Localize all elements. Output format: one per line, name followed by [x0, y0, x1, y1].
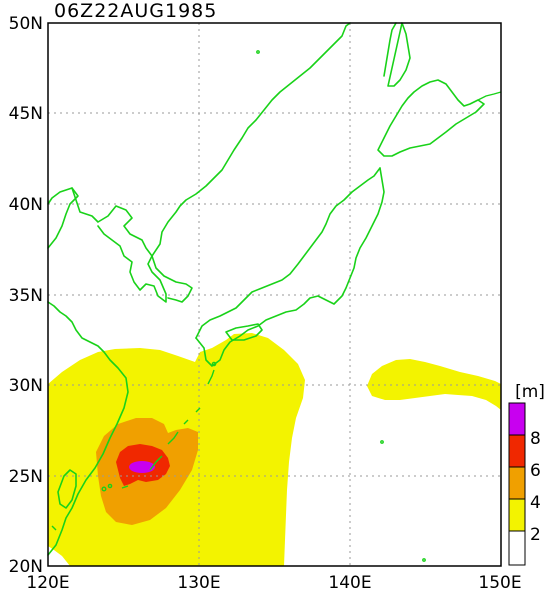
legend-swatch-4-6 — [508, 466, 526, 500]
lat-label: 25N — [9, 467, 43, 487]
legend-swatch-6-8 — [508, 434, 526, 468]
taiwan-coast — [57, 469, 77, 509]
sakhalin-coast — [383, 22, 411, 87]
lat-label: 35N — [9, 286, 43, 306]
japan-honshu-coast — [195, 167, 381, 339]
korea-coast — [151, 22, 351, 257]
legend-swatch-2-4 — [508, 498, 526, 532]
legend-unit: [m] — [515, 382, 545, 402]
contour-8m — [129, 461, 155, 473]
color-legend: [m] 2 4 6 8 — [508, 382, 545, 566]
lat-label: 50N — [9, 14, 43, 34]
map-title: 06Z22AUG1985 — [54, 0, 217, 22]
legend-level: 2 — [530, 525, 541, 545]
wave-height-contours — [48, 333, 501, 566]
asian-mainland-coast — [47, 301, 129, 556]
map-frame — [47, 22, 502, 567]
graticule — [48, 23, 501, 566]
legend-swatch-below-2 — [508, 530, 526, 566]
latitude-labels: 50N 45N 40N 35N 30N 25N 20N — [9, 14, 43, 577]
lon-label: 140E — [328, 573, 371, 593]
lon-label: 120E — [26, 573, 69, 593]
lon-label: 130E — [177, 573, 220, 593]
legend-level: 4 — [530, 493, 541, 513]
lat-label: 40N — [9, 195, 43, 215]
shikoku-coast — [225, 323, 263, 341]
longitude-labels: 120E 130E 140E 150E — [26, 573, 521, 593]
legend-swatch-8plus — [508, 402, 526, 436]
ryukyu-islands — [101, 50, 426, 562]
legend-level: 8 — [530, 429, 541, 449]
lat-label: 45N — [9, 104, 43, 124]
lon-label: 150E — [478, 573, 521, 593]
hokkaido-coast — [377, 79, 485, 157]
coastlines — [47, 22, 502, 556]
legend-level: 6 — [530, 461, 541, 481]
lat-label: 20N — [9, 557, 43, 577]
lat-label: 30N — [9, 376, 43, 396]
